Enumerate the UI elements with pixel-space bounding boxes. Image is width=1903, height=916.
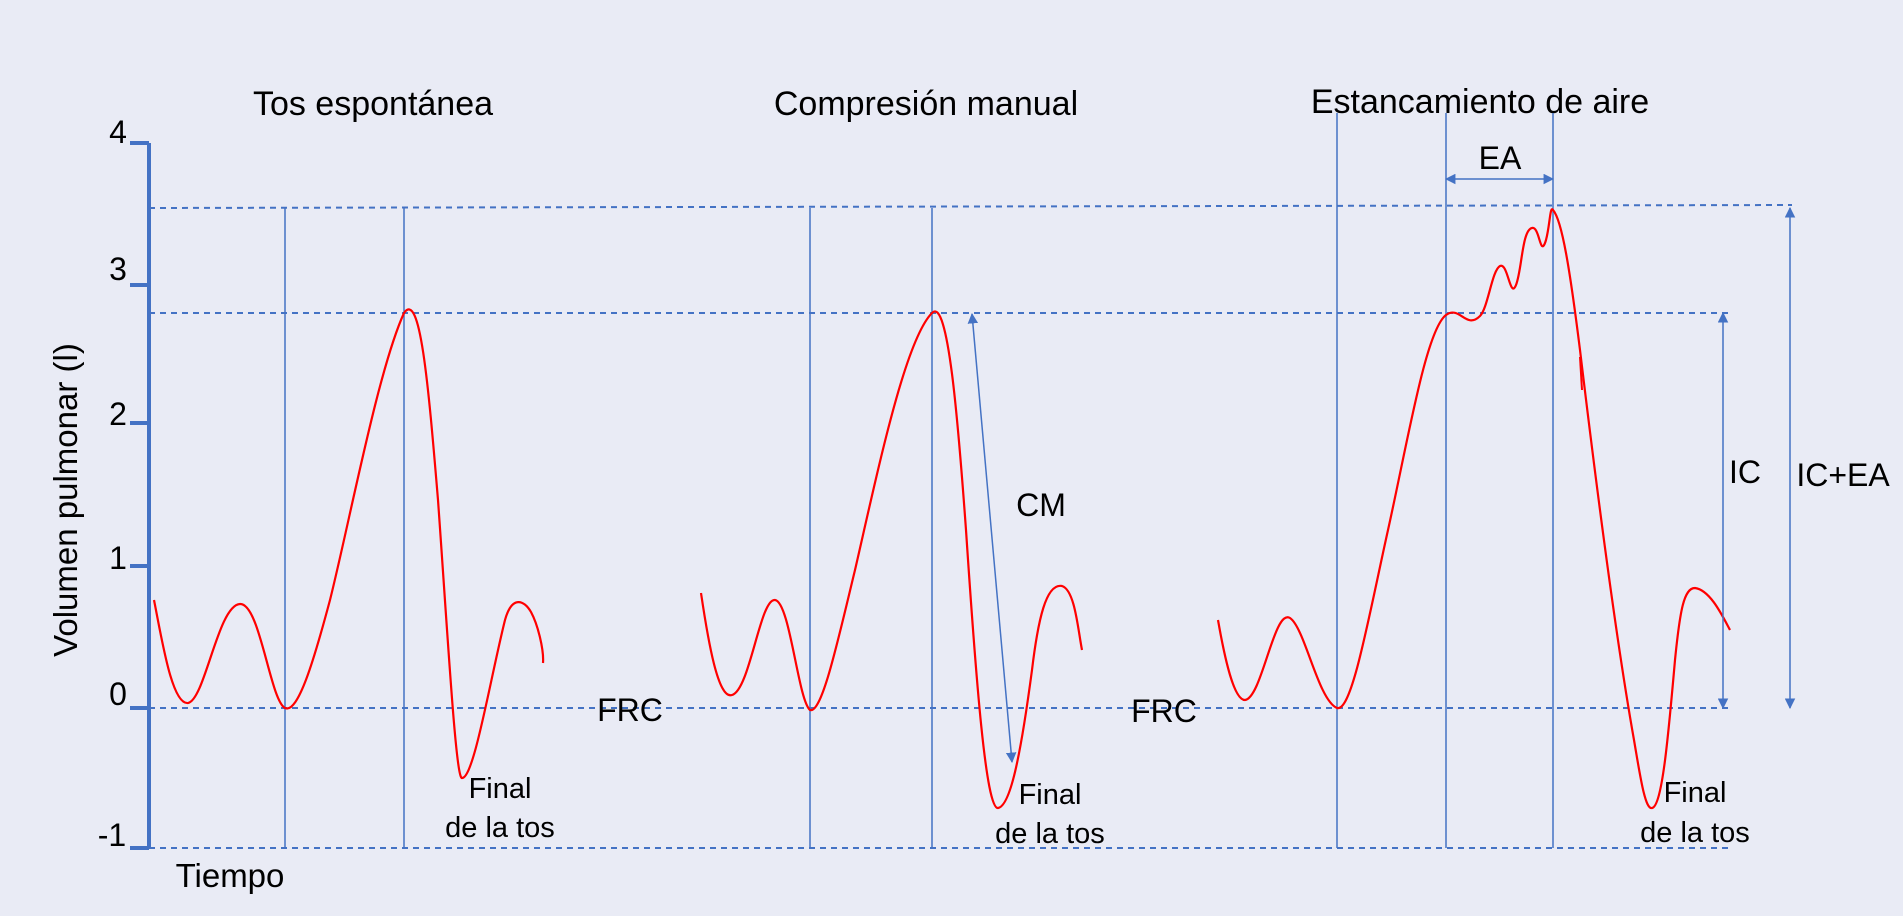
end-of-cough-label-1-line2: de la tos	[445, 812, 555, 844]
y-tick-label-1: 1	[109, 540, 127, 576]
y-tick-label-2: 2	[109, 396, 127, 432]
end-of-cough-label-3-line2: de la tos	[1640, 817, 1750, 849]
title-manual-compression: Compresión manual	[774, 85, 1078, 123]
x-axis-title: Tiempo	[176, 857, 285, 894]
title-spontaneous-cough: Tos espontánea	[253, 85, 493, 123]
end-of-cough-label-1-line1: Final	[469, 773, 532, 805]
title-air-stacking: Estancamiento de aire	[1311, 83, 1649, 121]
y-axis-title: Volumen pulmonar (l)	[47, 343, 84, 657]
curve-spontaneous-cough	[152, 308, 545, 780]
curve-mark	[1579, 356, 1583, 391]
cm-arrow	[967, 312, 1017, 764]
curve-air-stacking	[1216, 208, 1731, 810]
end-of-cough-label-2-line2: de la tos	[995, 818, 1105, 850]
end-of-cough-label-3-line1: Final	[1664, 777, 1727, 809]
ic-label: IC	[1729, 454, 1761, 490]
y-tick-label-3: 3	[109, 251, 127, 287]
ea-label: EA	[1479, 140, 1522, 176]
y-tick-label-0: 0	[109, 676, 127, 712]
y-tick-label-4: 4	[109, 114, 127, 150]
frc-label-2: FRC	[1131, 693, 1197, 729]
end-of-cough-label-2-line1: Final	[1019, 779, 1082, 811]
curve-manual-compression	[699, 310, 1084, 810]
frc-label-1: FRC	[597, 692, 663, 728]
cm-label: CM	[1016, 487, 1066, 523]
guide-line-max-stacked-volume	[148, 204, 1793, 209]
y-tick-label-minus-1: -1	[98, 817, 126, 853]
ic-ea-label: IC+EA	[1796, 457, 1890, 493]
